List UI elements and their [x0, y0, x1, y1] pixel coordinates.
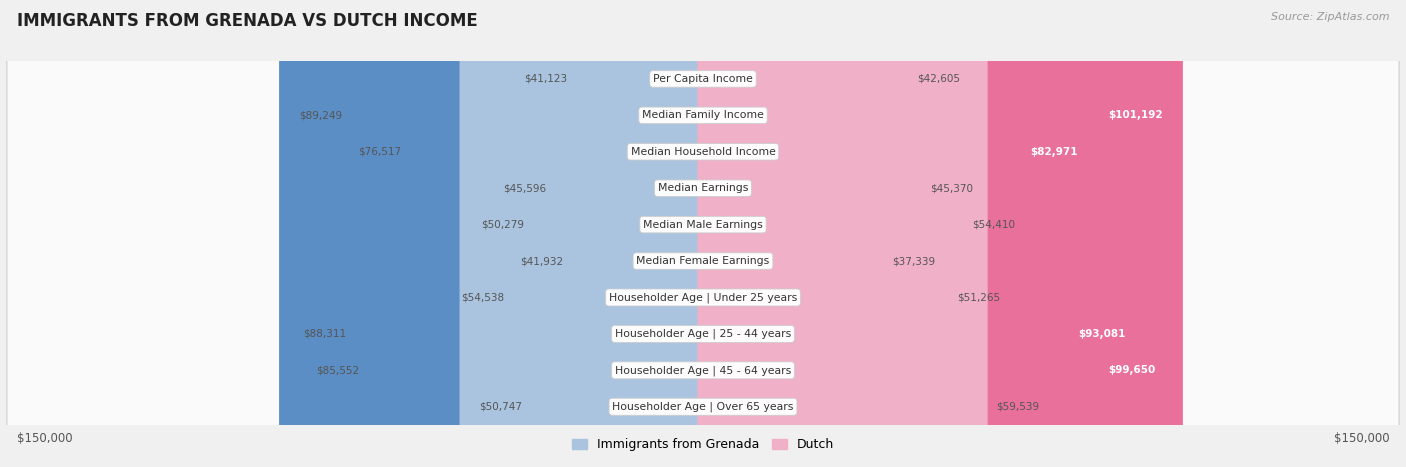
- Text: Source: ZipAtlas.com: Source: ZipAtlas.com: [1271, 12, 1389, 21]
- Text: $41,932: $41,932: [520, 256, 564, 266]
- FancyBboxPatch shape: [7, 0, 1399, 467]
- Text: $45,370: $45,370: [929, 183, 973, 193]
- FancyBboxPatch shape: [697, 0, 1098, 467]
- FancyBboxPatch shape: [697, 0, 883, 467]
- Text: $45,596: $45,596: [503, 183, 547, 193]
- FancyBboxPatch shape: [284, 0, 709, 467]
- Text: Householder Age | 25 - 44 years: Householder Age | 25 - 44 years: [614, 329, 792, 339]
- Text: $82,971: $82,971: [1031, 147, 1078, 157]
- Text: $99,650: $99,650: [1109, 365, 1156, 375]
- FancyBboxPatch shape: [501, 0, 709, 467]
- FancyBboxPatch shape: [697, 0, 1144, 467]
- Text: $51,265: $51,265: [957, 292, 1001, 303]
- FancyBboxPatch shape: [7, 0, 1399, 467]
- FancyBboxPatch shape: [697, 0, 1175, 467]
- Text: $59,539: $59,539: [995, 402, 1039, 412]
- Text: Per Capita Income: Per Capita Income: [652, 74, 754, 84]
- FancyBboxPatch shape: [461, 0, 709, 467]
- FancyBboxPatch shape: [697, 0, 987, 467]
- FancyBboxPatch shape: [441, 0, 709, 467]
- Text: $93,081: $93,081: [1078, 329, 1125, 339]
- FancyBboxPatch shape: [7, 0, 1399, 467]
- FancyBboxPatch shape: [697, 0, 921, 467]
- Text: Median Earnings: Median Earnings: [658, 183, 748, 193]
- FancyBboxPatch shape: [697, 0, 908, 467]
- FancyBboxPatch shape: [697, 0, 949, 467]
- Text: Householder Age | Under 25 years: Householder Age | Under 25 years: [609, 292, 797, 303]
- FancyBboxPatch shape: [7, 0, 1399, 467]
- Text: $37,339: $37,339: [891, 256, 935, 266]
- Text: $150,000: $150,000: [1333, 432, 1389, 446]
- FancyBboxPatch shape: [280, 0, 709, 467]
- Text: Median Family Income: Median Family Income: [643, 110, 763, 120]
- Text: $89,249: $89,249: [299, 110, 342, 120]
- FancyBboxPatch shape: [484, 0, 709, 467]
- Text: $150,000: $150,000: [17, 432, 73, 446]
- FancyBboxPatch shape: [297, 0, 709, 467]
- Text: Median Male Earnings: Median Male Earnings: [643, 219, 763, 230]
- FancyBboxPatch shape: [697, 0, 963, 467]
- FancyBboxPatch shape: [697, 0, 1182, 467]
- FancyBboxPatch shape: [339, 0, 709, 467]
- FancyBboxPatch shape: [7, 0, 1399, 467]
- Text: $85,552: $85,552: [316, 365, 359, 375]
- FancyBboxPatch shape: [7, 0, 1399, 467]
- Text: $41,123: $41,123: [524, 74, 568, 84]
- Text: $50,747: $50,747: [479, 402, 522, 412]
- Text: IMMIGRANTS FROM GRENADA VS DUTCH INCOME: IMMIGRANTS FROM GRENADA VS DUTCH INCOME: [17, 12, 478, 30]
- Text: Median Female Earnings: Median Female Earnings: [637, 256, 769, 266]
- Text: Householder Age | Over 65 years: Householder Age | Over 65 years: [612, 402, 794, 412]
- Text: $76,517: $76,517: [359, 147, 402, 157]
- FancyBboxPatch shape: [7, 0, 1399, 467]
- Legend: Immigrants from Grenada, Dutch: Immigrants from Grenada, Dutch: [567, 433, 839, 456]
- Text: $88,311: $88,311: [304, 329, 346, 339]
- Text: Householder Age | 45 - 64 years: Householder Age | 45 - 64 years: [614, 365, 792, 375]
- Text: $54,410: $54,410: [972, 219, 1015, 230]
- Text: $54,538: $54,538: [461, 292, 505, 303]
- Text: $42,605: $42,605: [917, 74, 960, 84]
- Text: Median Household Income: Median Household Income: [630, 147, 776, 157]
- Text: $50,279: $50,279: [481, 219, 524, 230]
- FancyBboxPatch shape: [505, 0, 709, 467]
- Text: $101,192: $101,192: [1108, 110, 1163, 120]
- FancyBboxPatch shape: [7, 0, 1399, 467]
- FancyBboxPatch shape: [460, 0, 709, 467]
- FancyBboxPatch shape: [7, 0, 1399, 467]
- FancyBboxPatch shape: [7, 0, 1399, 467]
